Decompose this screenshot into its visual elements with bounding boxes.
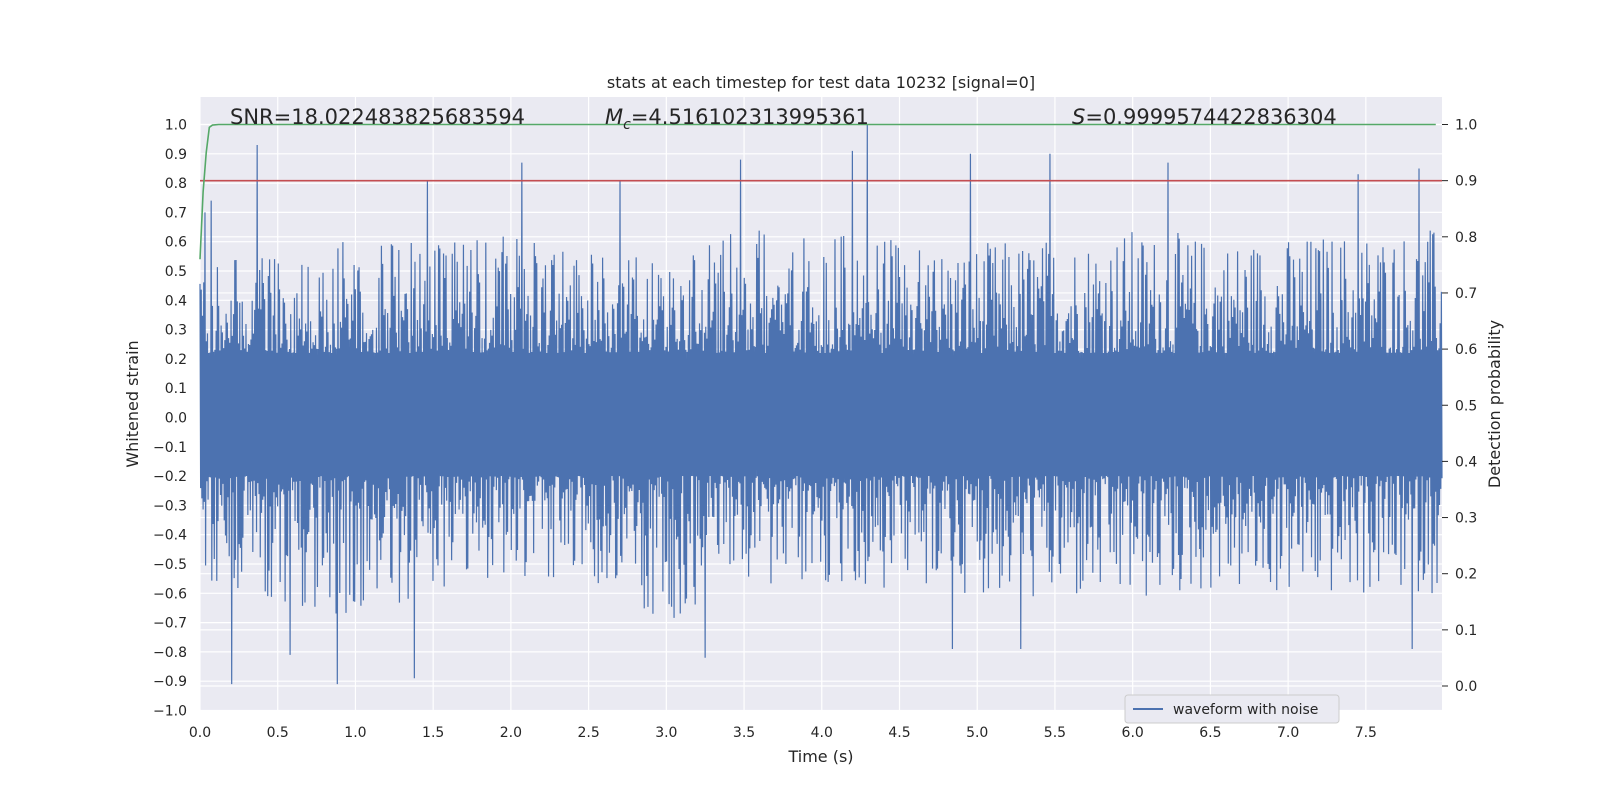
x-tick-label: 0.5 (267, 725, 289, 741)
y-tick-label: −0.5 (153, 557, 187, 573)
x-tick-label: 2.0 (500, 725, 522, 741)
right-tick-label: 0.7 (1455, 286, 1477, 302)
waveform-with-noise-line (199, 124, 1443, 685)
right-tick-label: 0.2 (1455, 567, 1477, 583)
right-tick-label: 0.3 (1455, 511, 1477, 527)
y-tick-label: 0.6 (165, 235, 187, 251)
y-tick-label: 0.5 (165, 264, 187, 280)
chart-title: stats at each timestep for test data 102… (607, 73, 1035, 92)
y-tick-label: −0.9 (153, 674, 187, 690)
x-axis-ticks: 0.0 0.5 1.0 1.5 2.0 2.5 3.0 3.5 4.0 4.5 5.0 5.5 6.0 6… (189, 725, 1377, 741)
x-tick-label: 7.5 (1355, 725, 1377, 741)
x-axis-label: Time (s) (787, 747, 853, 766)
x-tick-label: 1.0 (344, 725, 366, 741)
right-tick-label: 0.5 (1455, 398, 1477, 414)
y-tick-label: 0.3 (165, 323, 187, 339)
y-tick-label: −0.2 (153, 469, 187, 485)
x-tick-label: 2.5 (577, 725, 599, 741)
y-tick-label: 0.8 (165, 176, 187, 192)
right-tick-label: 0.1 (1455, 623, 1477, 639)
x-tick-label: 1.5 (422, 725, 444, 741)
snr-annotation: SNR=18.022483825683594 (230, 105, 525, 129)
chirp-mass-annotation: Mc=4.516102313995361 (605, 105, 869, 133)
y-tick-label: 1.0 (165, 118, 187, 134)
probability-series (199, 123, 1442, 260)
x-tick-label: 6.5 (1199, 725, 1221, 741)
right-tick-label: 0.4 (1455, 454, 1477, 470)
waveform-series (199, 124, 1443, 685)
detection-probability-line (199, 123, 1436, 260)
y-tick-label: −0.7 (153, 616, 187, 632)
right-tick-label: 0.0 (1455, 679, 1477, 695)
significance-annotation: S=0.9999574422836304 (1072, 105, 1337, 129)
x-tick-label: 5.5 (1044, 725, 1066, 741)
y-tick-label: 0.7 (165, 205, 187, 221)
y-tick-label: −0.6 (153, 586, 187, 602)
right-tick-label: 0.6 (1455, 342, 1477, 358)
x-tick-label: 7.0 (1277, 725, 1299, 741)
x-tick-label: 3.5 (733, 725, 755, 741)
x-tick-label: 3.0 (655, 725, 677, 741)
y-tick-label: 0.2 (165, 352, 187, 368)
right-axis-ticks: 1.0 0.9 0.8 0.7 0.6 0.5 0.4 0.3 0.2 0.1 0.0 (1442, 118, 1477, 695)
y-axis-ticks: 1.0 0.9 0.8 0.7 0.6 0.5 0.4 0.3 0.2 0.1 0.0 −0.1 −0.… (153, 118, 187, 720)
x-tick-label: 6.0 (1122, 725, 1144, 741)
right-tick-label: 1.0 (1455, 118, 1477, 134)
y-tick-label: 0.0 (165, 411, 187, 427)
y-tick-label: −0.4 (153, 528, 187, 544)
y-tick-label: 0.4 (165, 293, 187, 309)
y-tick-label: −0.3 (153, 498, 187, 514)
x-tick-label: 4.0 (811, 725, 833, 741)
y-tick-label: 0.9 (165, 147, 187, 163)
x-tick-label: 4.5 (888, 725, 910, 741)
y-tick-label: −0.1 (153, 440, 187, 456)
x-tick-label: 5.0 (966, 725, 988, 741)
y-tick-label: 0.1 (165, 381, 187, 397)
legend-box (1124, 694, 1340, 724)
y-tick-label: −1.0 (153, 704, 187, 720)
right-tick-label: 0.9 (1455, 174, 1477, 190)
y-axis-label: Whitened strain (123, 340, 142, 467)
legend: waveform with noise (1124, 694, 1340, 724)
y-tick-label: −0.8 (153, 645, 187, 661)
right-axis-label: Detection probability (1485, 320, 1504, 488)
right-tick-label: 0.8 (1455, 230, 1477, 246)
legend-label: waveform with noise (1173, 702, 1318, 718)
x-tick-label: 0.0 (189, 725, 211, 741)
